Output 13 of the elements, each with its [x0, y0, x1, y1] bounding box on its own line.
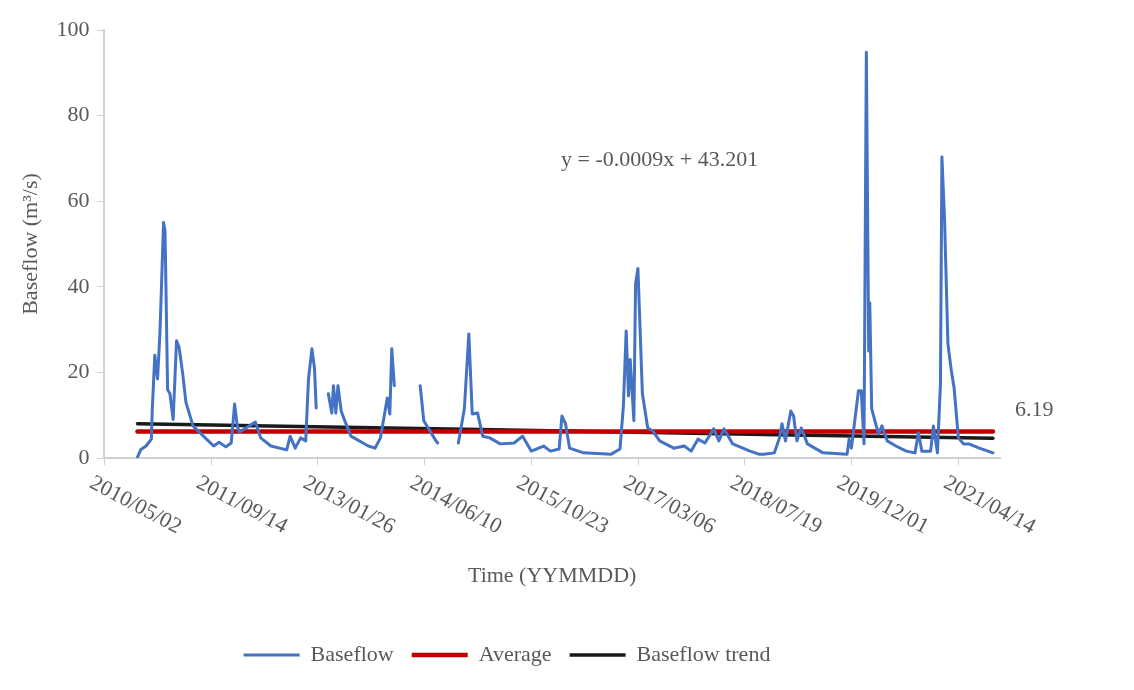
legend-label: Average [478, 640, 552, 666]
x-axis-title: Time (YYMMDD) [467, 561, 637, 587]
legend-label: Baseflow trend [636, 640, 771, 666]
y-axis-title: Baseflow (m³/s) [16, 173, 42, 315]
data-label: 6.19 [1014, 396, 1054, 422]
y-tick-label: 100 [56, 15, 90, 41]
y-tick-label: 60 [67, 186, 90, 212]
y-tick-label: 0 [78, 443, 90, 469]
y-tick-label: 80 [67, 101, 90, 127]
y-tick-label: 40 [67, 272, 90, 298]
y-tick-label: 20 [67, 358, 90, 384]
legend-label: Baseflow [310, 640, 394, 666]
annotation: y = -0.0009x + 43.201 [561, 146, 759, 172]
